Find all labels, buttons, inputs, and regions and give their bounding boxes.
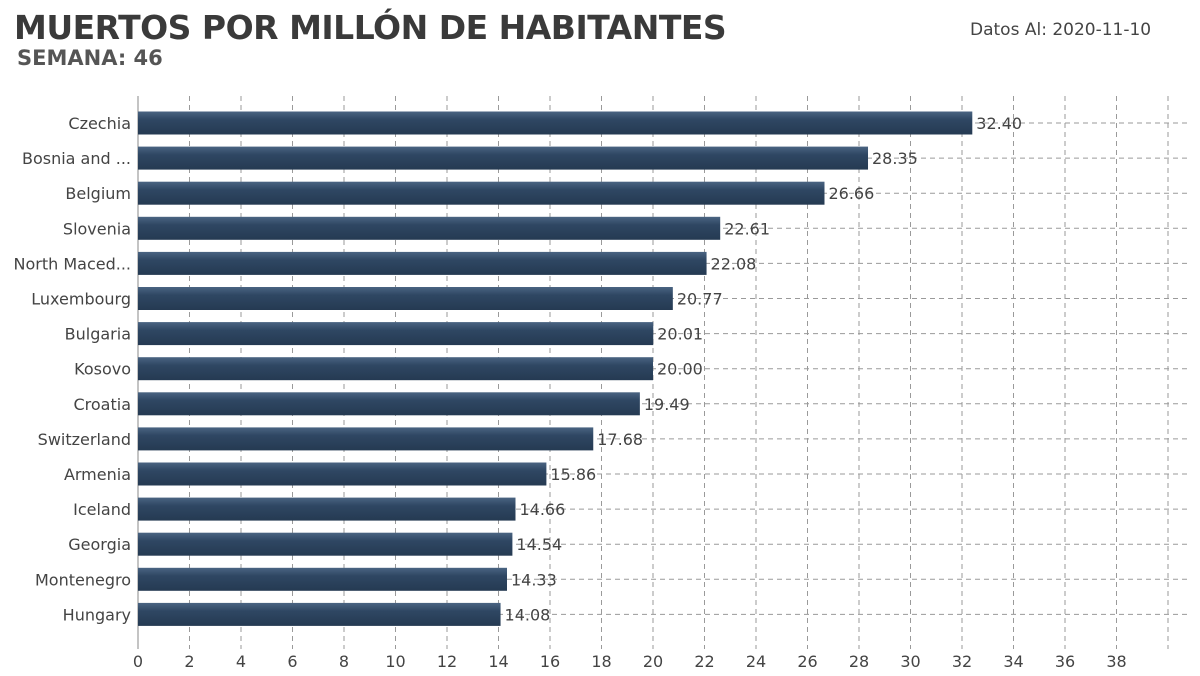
value-label: 28.35: [872, 149, 918, 168]
bar[interactable]: [138, 567, 507, 591]
bar[interactable]: [138, 181, 825, 205]
value-label: 20.77: [677, 290, 723, 309]
value-label: 22.61: [724, 219, 770, 238]
category-label: Bulgaria: [65, 325, 131, 344]
category-label: Iceland: [73, 500, 131, 519]
x-tick-label: 14: [488, 652, 508, 671]
bars: [138, 111, 973, 626]
category-label: Croatia: [73, 395, 131, 414]
x-tick-label: 24: [746, 652, 766, 671]
value-label: 14.08: [505, 605, 551, 624]
x-tick-label: 38: [1106, 652, 1126, 671]
category-label: Switzerland: [38, 430, 131, 449]
x-tick-label: 16: [540, 652, 560, 671]
category-label: Czechia: [68, 114, 131, 133]
value-label: 17.68: [597, 430, 643, 449]
x-tick-label: 2: [184, 652, 194, 671]
value-label: 32.40: [976, 114, 1022, 133]
x-tick-label: 28: [849, 652, 869, 671]
bar[interactable]: [138, 392, 640, 416]
x-tick-label: 26: [797, 652, 817, 671]
labels: 0 2 4 6 8 10 12 14 16 18 20 22 24 26 28 30 32 34 36 38Czech…: [14, 114, 1127, 671]
bar[interactable]: [138, 251, 707, 275]
category-label: Hungary: [63, 605, 131, 624]
bar[interactable]: [138, 462, 547, 486]
bar[interactable]: [138, 497, 516, 521]
category-label: Slovenia: [63, 219, 131, 238]
bar[interactable]: [138, 357, 653, 381]
bar[interactable]: [138, 111, 973, 135]
bar[interactable]: [138, 602, 501, 626]
x-tick-label: 12: [437, 652, 457, 671]
x-tick-label: 10: [385, 652, 405, 671]
category-label: Luxembourg: [31, 290, 131, 309]
x-tick-label: 30: [900, 652, 920, 671]
category-label: Bosnia and ...: [22, 149, 131, 168]
bar[interactable]: [138, 146, 869, 170]
x-tick-label: 6: [287, 652, 297, 671]
category-label: North Maced...: [14, 254, 132, 273]
category-label: Belgium: [65, 184, 131, 203]
x-tick-label: 36: [1055, 652, 1075, 671]
x-tick-label: 4: [236, 652, 246, 671]
value-label: 14.33: [511, 570, 557, 589]
x-tick-label: 22: [694, 652, 714, 671]
x-tick-label: 18: [591, 652, 611, 671]
value-label: 20.00: [657, 360, 703, 379]
value-label: 15.86: [550, 465, 596, 484]
x-tick-label: 20: [643, 652, 663, 671]
value-label: 26.66: [828, 184, 874, 203]
chart-subtitle: SEMANA: 46: [17, 46, 163, 70]
bar[interactable]: [138, 322, 654, 346]
data-date-label: Datos Al: 2020-11-10: [970, 20, 1152, 40]
x-tick-label: 34: [1003, 652, 1023, 671]
bar[interactable]: [138, 427, 594, 451]
chart-title: MUERTOS POR MILLÓN DE HABITANTES: [14, 8, 727, 47]
category-label: Georgia: [68, 535, 131, 554]
value-label: 19.49: [644, 395, 690, 414]
x-tick-label: 32: [952, 652, 972, 671]
category-label: Armenia: [64, 465, 131, 484]
bar[interactable]: [138, 216, 721, 240]
value-label: 22.08: [711, 254, 757, 273]
x-tick-label: 8: [339, 652, 349, 671]
category-label: Kosovo: [74, 360, 131, 379]
bar[interactable]: [138, 532, 513, 556]
bar[interactable]: [138, 287, 673, 310]
value-label: 20.01: [657, 325, 703, 344]
x-tick-label: 0: [133, 652, 143, 671]
value-label: 14.54: [516, 535, 562, 554]
category-label: Montenegro: [35, 570, 131, 589]
value-label: 14.66: [519, 500, 565, 519]
